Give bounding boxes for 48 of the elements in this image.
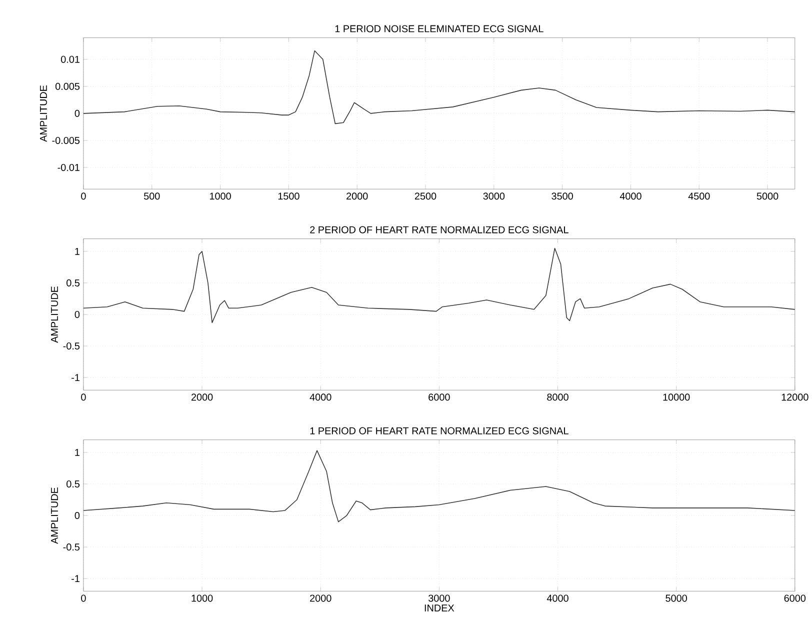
y-tick-label: 0.01 xyxy=(61,56,80,63)
x-tick-label: 500 xyxy=(144,192,160,200)
x-tick-label: 2000 xyxy=(191,394,213,401)
x-tick-label: 4000 xyxy=(546,594,568,602)
x-tick-label: 5000 xyxy=(756,192,778,200)
chart-title: 1 PERIOD NOISE ELEMINATED ECG SIGNAL xyxy=(335,25,544,32)
x-tick-label: 2000 xyxy=(346,192,368,200)
y-tick-label: 0.5 xyxy=(66,480,80,488)
x-tick-label: 4000 xyxy=(620,192,642,200)
y-tick-label: -0.5 xyxy=(63,544,80,551)
x-tick-label: 1000 xyxy=(192,594,213,602)
y-tick-label: 0.005 xyxy=(55,82,80,90)
x-tick-label: 3000 xyxy=(483,192,505,200)
y-tick-label: -1 xyxy=(72,575,80,582)
x-tick-label: 1000 xyxy=(210,192,231,200)
y-tick-label: -0.5 xyxy=(63,342,80,350)
x-tick-label: 1500 xyxy=(278,192,300,200)
y-tick-label: 1 xyxy=(75,449,80,456)
y-tick-label: 0 xyxy=(74,310,80,318)
x-tick-label: 12000 xyxy=(782,394,808,401)
y-tick-label: 1 xyxy=(75,248,80,255)
x-tick-label: 4000 xyxy=(310,394,332,401)
y-axis-title: AMPLITUDE xyxy=(51,488,58,544)
x-tick-label: 2500 xyxy=(414,192,436,200)
x-tick-label: 0 xyxy=(81,594,86,602)
y-tick-label: -0.005 xyxy=(52,136,80,144)
y-tick-label: 0 xyxy=(74,110,80,117)
y-tick-label: -1 xyxy=(72,374,80,381)
x-tick-label: 8000 xyxy=(547,394,568,401)
y-axis-title: AMPLITUDE xyxy=(40,85,47,142)
y-tick-label: 0.5 xyxy=(66,279,80,286)
x-tick-label: 6000 xyxy=(428,394,450,401)
x-tick-label: 5000 xyxy=(666,594,687,602)
y-axis-title: AMPLITUDE xyxy=(51,286,58,343)
x-tick-label: 4500 xyxy=(688,192,710,200)
x-tick-label: 0 xyxy=(81,192,86,200)
x-tick-label: 3500 xyxy=(552,192,573,200)
chart-title: 1 PERIOD OF HEART RATE NORMALIZED ECG SIGNAL xyxy=(310,427,568,434)
x-tick-label: 0 xyxy=(81,394,86,401)
x-tick-label: 2000 xyxy=(310,594,332,602)
x-axis-title: INDEX xyxy=(424,604,454,612)
y-tick-label: 0 xyxy=(74,512,80,520)
line-series xyxy=(83,50,795,124)
x-tick-label: 6000 xyxy=(784,594,806,602)
y-tick-label: -0.01 xyxy=(58,164,80,172)
x-tick-label: 10000 xyxy=(663,394,690,401)
chart-title: 2 PERIOD OF HEART RATE NORMALIZED ECG SIGNAL xyxy=(310,226,568,234)
x-tick-label: 3000 xyxy=(428,594,450,602)
